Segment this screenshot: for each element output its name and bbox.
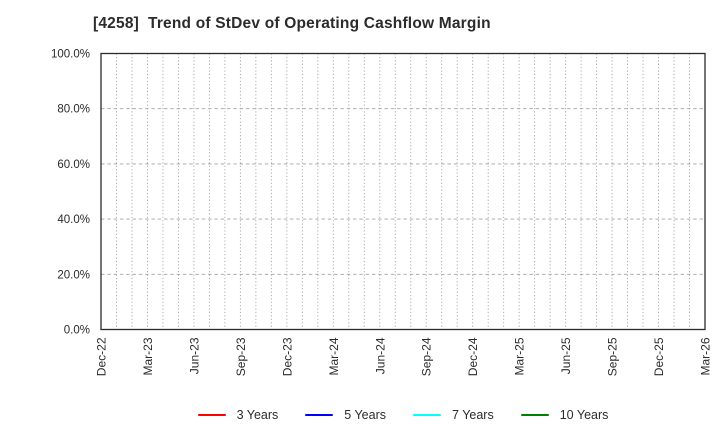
x-tick-label: Jun-25 (559, 337, 573, 374)
chart-title: [4258] Trend of StDev of Operating Cashf… (93, 15, 491, 32)
x-tick-label: Mar-24 (327, 337, 341, 375)
y-tick-label: 0.0% (64, 325, 90, 337)
x-tick-label: Dec-22 (95, 337, 109, 376)
legend-item-7-years: 7 Years (413, 409, 494, 422)
legend-label-7-years: 7 Years (452, 407, 494, 422)
legend-label-10-years: 10 Years (559, 407, 609, 422)
x-tick-label: Mar-25 (513, 337, 527, 375)
legend-swatch-7-years (413, 413, 442, 417)
legend-item-5-years: 5 Years (305, 409, 386, 422)
x-tick-label: Sep-25 (606, 337, 620, 376)
x-tick-label: Dec-24 (466, 337, 480, 376)
y-tick-label: 100.0% (51, 49, 90, 61)
x-tick-label: Dec-23 (280, 337, 294, 376)
legend-label-5-years: 5 Years (344, 407, 387, 422)
x-tick-label: Dec-25 (652, 337, 666, 376)
y-tick-label: 20.0% (57, 269, 90, 281)
x-tick-label: Mar-26 (699, 337, 713, 375)
y-tick-label: 40.0% (57, 214, 90, 226)
legend-label-3-years: 3 Years (236, 407, 279, 422)
y-tick-label: 60.0% (57, 159, 90, 171)
legend-item-3-years: 3 Years (197, 407, 279, 422)
x-tick-label: Sep-24 (420, 337, 434, 376)
y-tick-label: 80.0% (57, 104, 90, 116)
legend-swatch-5-years (305, 413, 334, 417)
legend-swatch-3-years (197, 413, 226, 417)
x-tick-label: Sep-23 (234, 337, 248, 376)
plot-border (100, 52, 706, 331)
x-tick-label: Jun-24 (373, 337, 387, 374)
x-tick-label: Jun-23 (187, 337, 201, 374)
legend-swatch-10-years (520, 413, 549, 417)
x-tick-label: Mar-23 (141, 337, 155, 375)
chart-legend: 3 Years 5 Years 7 Years 10 Years (101, 403, 705, 427)
legend-item-10-years: 10 Years (520, 407, 609, 422)
